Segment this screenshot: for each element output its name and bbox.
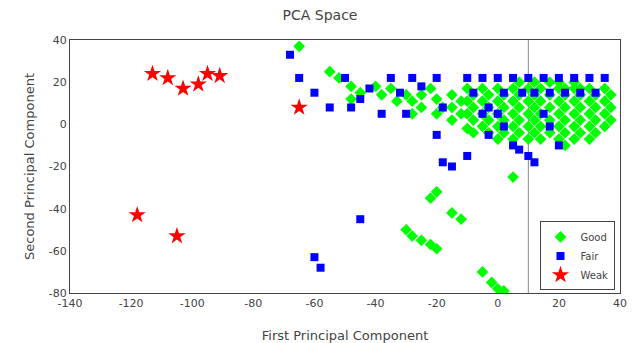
svg-text:-80: -80 (49, 287, 67, 300)
svg-text:First Principal Component: First Principal Component (262, 328, 429, 343)
svg-text:PCA Space: PCA Space (283, 7, 358, 23)
svg-text:-80: -80 (244, 297, 262, 310)
svg-text:40: 40 (53, 34, 67, 47)
svg-text:Second Principal Component: Second Principal Component (22, 73, 37, 260)
svg-text:-20: -20 (49, 160, 67, 173)
svg-text:20: 20 (552, 297, 566, 310)
svg-text:-20: -20 (428, 297, 446, 310)
svg-text:-40: -40 (49, 203, 67, 216)
svg-text:40: 40 (613, 297, 627, 310)
svg-text:-120: -120 (119, 297, 144, 310)
svg-text:0: 0 (60, 118, 67, 131)
svg-text:-60: -60 (305, 297, 323, 310)
svg-text:-100: -100 (180, 297, 205, 310)
svg-text:Good: Good (581, 232, 607, 243)
svg-text:-60: -60 (49, 245, 67, 258)
svg-text:-40: -40 (367, 297, 385, 310)
svg-text:0: 0 (494, 297, 501, 310)
svg-text:Weak: Weak (581, 270, 609, 281)
svg-text:-140: -140 (58, 297, 83, 310)
svg-text:20: 20 (53, 76, 67, 89)
svg-text:Fair: Fair (581, 251, 600, 262)
